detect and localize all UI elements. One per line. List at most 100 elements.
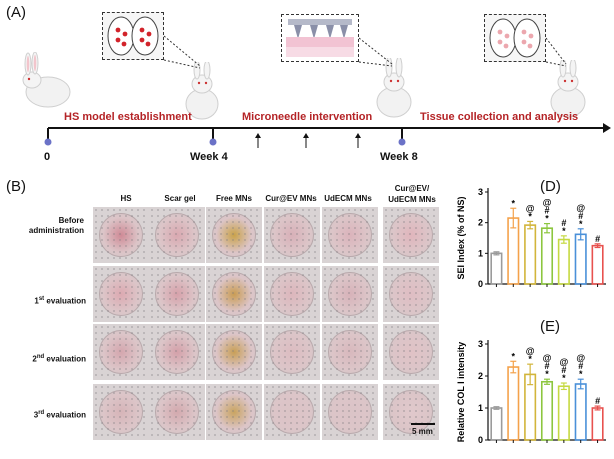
wound-photo <box>322 324 378 380</box>
row-header-suffix: st <box>38 296 45 302</box>
skin-texture <box>93 266 149 322</box>
panel-label-d: (D) <box>540 178 561 195</box>
y-tick-label: 0 <box>478 435 483 445</box>
skin-texture <box>206 266 262 322</box>
y-tick-label: 0 <box>478 279 483 289</box>
significance-mark: @ <box>543 198 552 208</box>
skin-texture <box>93 207 149 263</box>
significance-mark: # <box>561 218 566 228</box>
significance-mark: # <box>544 361 549 371</box>
wound-photo <box>149 266 205 322</box>
row-header: Before administration <box>28 216 84 235</box>
skin-texture <box>149 207 205 263</box>
bar <box>557 385 570 441</box>
column-header: Free MNs <box>215 194 252 203</box>
significance-mark: * <box>545 369 549 379</box>
skin-texture <box>93 324 149 380</box>
wound-photo <box>93 324 149 380</box>
wound-photo <box>206 207 262 263</box>
significance-mark: # <box>578 361 583 371</box>
phase-label: Tissue collection and analysis <box>420 111 579 123</box>
skin-texture <box>322 266 378 322</box>
skin-texture <box>264 384 320 440</box>
skin-texture <box>206 207 262 263</box>
skin-texture <box>322 324 378 380</box>
significance-mark: * <box>512 198 516 208</box>
significance-mark: # <box>595 234 600 244</box>
wound-photo <box>206 324 262 380</box>
inset-connectors <box>163 35 567 69</box>
timeline-axis <box>44 123 611 148</box>
bar <box>507 366 520 441</box>
column-header: Cur@EV MNs <box>265 194 317 203</box>
rabbit-icon <box>22 52 71 108</box>
bar <box>524 224 537 285</box>
phase-label: HS model establishment <box>64 111 192 123</box>
significance-mark: @ <box>526 203 535 213</box>
timeline-tick: Week 8 <box>380 151 418 163</box>
skin-texture <box>264 207 320 263</box>
wound-photo <box>383 384 439 440</box>
y-tick-label: 2 <box>478 371 483 381</box>
wound-photo <box>206 266 262 322</box>
timeline-tick: Week 4 <box>190 151 228 163</box>
skin-texture <box>149 266 205 322</box>
significance-mark: * <box>562 373 566 383</box>
phase-label: Microneedle intervention <box>242 111 373 123</box>
bar <box>490 407 503 441</box>
column-header: HS <box>120 194 132 203</box>
skin-texture <box>206 384 262 440</box>
timeline-node <box>398 138 406 146</box>
y-tick-label: 1 <box>478 403 483 413</box>
wound-photo <box>206 384 262 440</box>
significance-mark: # <box>544 206 549 216</box>
significance-mark: * <box>579 219 583 229</box>
row-header-number: 2 <box>32 354 37 364</box>
significance-mark: # <box>578 211 583 221</box>
y-tick-label: 1 <box>478 248 483 258</box>
skin-texture <box>149 384 205 440</box>
skin-texture <box>383 266 439 322</box>
wound-photo <box>149 384 205 440</box>
skin-texture <box>264 266 320 322</box>
row-header: 1st evaluation <box>10 294 86 307</box>
skin-texture <box>383 324 439 380</box>
scale-bar <box>411 423 435 425</box>
row-header-number: 3 <box>33 410 39 420</box>
wound-photo <box>383 324 439 380</box>
significance-mark: @ <box>576 353 585 363</box>
y-tick-label: 3 <box>478 339 483 349</box>
skin-texture <box>149 324 205 380</box>
row-header-suffix: rd <box>38 410 45 416</box>
bar <box>540 380 554 441</box>
rabbit-icon <box>550 60 586 118</box>
timeline-node <box>44 138 52 146</box>
row-header-text: evaluation <box>46 296 86 306</box>
wound-photo <box>93 384 149 440</box>
ear-inset-hs <box>102 12 164 60</box>
y-axis-label: Relative COL I intensity <box>456 342 466 442</box>
bar <box>574 383 587 441</box>
row-header-text: evaluation <box>46 354 86 364</box>
wound-photo <box>149 207 205 263</box>
bar <box>591 407 604 441</box>
wound-photo <box>264 266 320 322</box>
row-header-text: evaluation <box>46 410 86 420</box>
y-axis-label: SEI Index (% of NS) <box>456 196 466 279</box>
skin-texture <box>383 384 439 440</box>
scale-bar-label: 5 mm <box>412 427 433 436</box>
significance-mark: * <box>528 354 532 364</box>
panel-label-e: (E) <box>540 318 560 335</box>
significance-mark: @ <box>559 357 568 367</box>
wound-photo <box>93 266 149 322</box>
significance-mark: @ <box>543 353 552 363</box>
column-header: Cur@EV/ UdECM MNs <box>388 184 436 204</box>
wound-photo <box>264 207 320 263</box>
wound-photo <box>322 207 378 263</box>
rabbit-icon <box>185 62 219 120</box>
panel-label-a: (A) <box>6 4 26 21</box>
skin-texture <box>322 384 378 440</box>
wound-photo <box>322 384 378 440</box>
row-header-number: 1 <box>34 296 39 306</box>
